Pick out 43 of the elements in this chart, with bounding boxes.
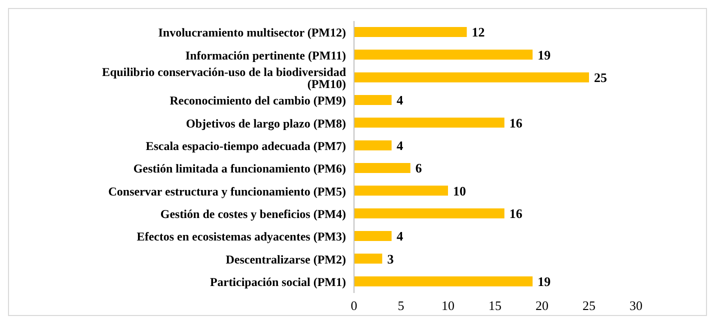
x-tick-label: 25: [582, 298, 596, 314]
bar: [354, 186, 448, 196]
y-tick-label: Gestión limitada a funcionamiento (PM6): [133, 162, 346, 176]
y-tick-label: Objetivos de largo plazo (PM8): [186, 116, 346, 130]
x-tick-label: 0: [350, 298, 358, 314]
data-label: 25: [594, 70, 608, 85]
data-label: 3: [387, 251, 394, 266]
data-label: 19: [538, 47, 552, 62]
bar: [354, 118, 504, 128]
x-tick-label: 30: [630, 298, 642, 314]
bar: [354, 72, 589, 82]
y-tick-label: Información pertinente (PM11): [185, 48, 346, 62]
y-tick-label: Gestión de costes y beneficios (PM4): [160, 206, 346, 221]
bar: [354, 231, 392, 241]
bar: [354, 27, 467, 37]
x-tick-label: 10: [442, 298, 454, 314]
y-tick-label: Equilibrio conservación-uso de la biodiversidad (PM10): [102, 64, 346, 91]
bar: [354, 50, 533, 60]
bar: [354, 140, 392, 150]
data-label: 16: [509, 206, 523, 221]
data-label: 12: [472, 24, 485, 40]
x-tick-label: 5: [398, 298, 404, 314]
x-tick-label: 15: [488, 298, 502, 314]
x-tick-label: 20: [536, 298, 548, 314]
y-tick-label: Reconocimiento del cambio (PM9): [170, 94, 346, 108]
bar: [354, 254, 382, 264]
data-label: 6: [415, 160, 422, 176]
y-tick-label: Participación social (PM1): [210, 274, 346, 289]
bar: [354, 276, 533, 286]
bar: [354, 208, 504, 218]
y-tick-label: Efectos en ecosistemas adyacentes (PM3): [136, 230, 346, 244]
bar: [354, 163, 410, 173]
data-label: 19: [538, 274, 552, 289]
y-tick-label: Involucramiento multisector (PM12): [158, 26, 346, 40]
y-tick-label: Conservar estructura y funcionamiento (PM5): [108, 184, 346, 198]
data-label: 4: [396, 228, 404, 244]
bar: [354, 95, 392, 105]
data-label: 10: [453, 183, 466, 198]
y-tick-label: Descentralizarse (PM2): [226, 252, 346, 266]
data-label: 4: [396, 138, 404, 153]
data-label: 16: [509, 115, 523, 130]
y-tick-label: Escala espacio-tiempo adecuada (PM7): [146, 138, 346, 153]
data-label: 4: [396, 92, 404, 108]
